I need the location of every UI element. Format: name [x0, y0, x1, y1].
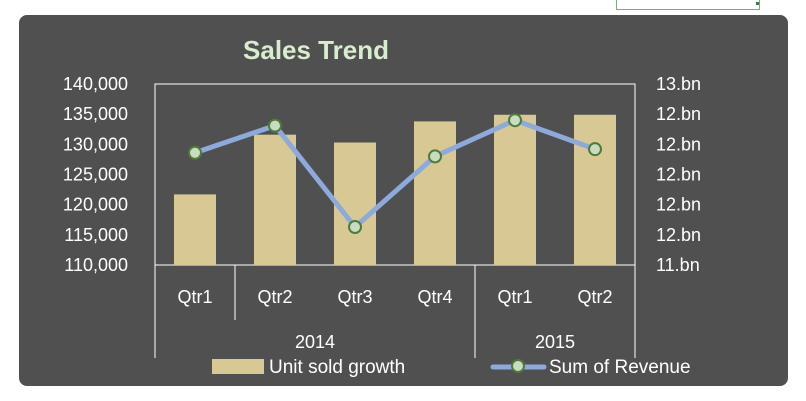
- y-left-tick-label: 140,000: [63, 74, 128, 94]
- bar: [254, 134, 296, 265]
- x-tick-label: Qtr2: [577, 287, 612, 307]
- bar: [574, 114, 616, 266]
- y-left-tick-label: 135,000: [63, 104, 128, 124]
- y-left-tick-label: 125,000: [63, 165, 128, 185]
- revenue-marker: [268, 118, 282, 133]
- x-group-label: 2015: [535, 332, 575, 352]
- revenue-marker: [188, 145, 202, 160]
- x-tick-label: Qtr1: [497, 287, 532, 307]
- legend-bar-swatch: [212, 359, 264, 374]
- y-left-tick-label: 110,000: [64, 255, 128, 275]
- revenue-marker: [428, 149, 442, 164]
- revenue-marker: [588, 142, 602, 157]
- x-tick-label: Qtr3: [337, 287, 372, 307]
- revenue-marker: [348, 219, 362, 234]
- legend-line-marker: [511, 359, 525, 373]
- spreadsheet-cell-fragment: [616, 0, 760, 10]
- legend: Unit sold growth Sum of Revenue: [212, 357, 691, 378]
- x-tick-label: Qtr1: [177, 287, 212, 307]
- legend-label: Sum of Revenue: [549, 357, 691, 378]
- revenue-marker: [508, 113, 522, 128]
- revenue-line: [192, 117, 598, 230]
- y-right-tick-label: 12.bn: [656, 104, 701, 124]
- y-left-tick-label: 130,000: [63, 134, 128, 154]
- x-group-label: 2014: [295, 332, 335, 352]
- bar: [494, 114, 536, 266]
- y-left-tick-label: 115,000: [64, 225, 128, 245]
- bar: [414, 121, 456, 265]
- y-right-tick-label: 11.bn: [656, 255, 700, 275]
- y-right-tick-label: 12.bn: [656, 195, 701, 215]
- x-tick-label: Qtr2: [257, 287, 292, 307]
- legend-label: Unit sold growth: [269, 357, 405, 378]
- chart-area[interactable]: [17, 13, 790, 388]
- chart-title: Sales Trend: [243, 35, 389, 65]
- plot-border: [154, 83, 636, 266]
- bar: [174, 194, 216, 265]
- bar: [334, 142, 376, 265]
- y-right-tick-label: 13.bn: [656, 74, 701, 94]
- plot-area: 140,000 135,000 130,000 125,000 120,000 115,0…: [63, 74, 701, 358]
- y-right-tick-label: 12.bn: [656, 165, 701, 185]
- x-tick-label: Qtr4: [417, 287, 452, 307]
- fill-handle: [756, 2, 759, 5]
- y-left-tick-label: 120,000: [63, 195, 128, 215]
- y-right-tick-label: 12.bn: [656, 225, 701, 245]
- y-right-tick-label: 12.bn: [656, 134, 701, 154]
